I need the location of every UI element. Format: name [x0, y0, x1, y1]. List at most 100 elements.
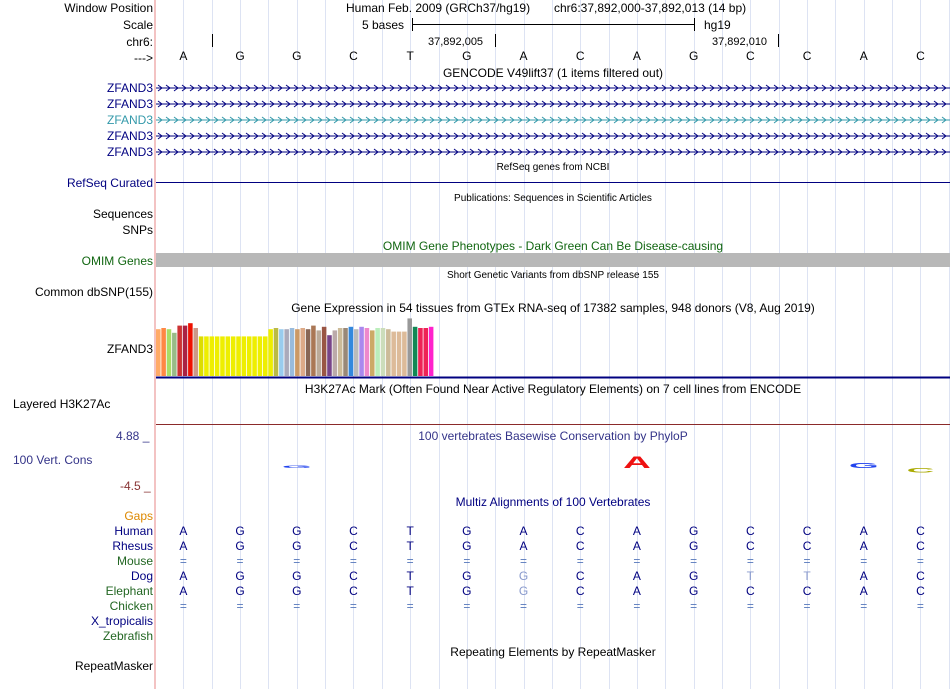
- gtex-tissue-bar[interactable]: [380, 328, 386, 376]
- gtex-tissue-bar[interactable]: [198, 336, 204, 376]
- gtex-tissue-bar[interactable]: [396, 331, 402, 376]
- omim-label[interactable]: OMIM Genes: [81, 254, 153, 268]
- publications-sequences-label[interactable]: Sequences: [92, 207, 153, 221]
- gtex-tissue-bar[interactable]: [289, 328, 295, 376]
- omim-phenotype-bar[interactable]: [156, 253, 950, 267]
- gtex-tissue-bar[interactable]: [252, 336, 257, 376]
- gtex-tissue-bar[interactable]: [284, 329, 289, 376]
- species-label[interactable]: Dog: [130, 569, 153, 583]
- gtex-tissue-bar[interactable]: [370, 330, 375, 376]
- gtex-tissue-bar[interactable]: [236, 336, 241, 376]
- gencode-transcript[interactable]: [156, 82, 950, 94]
- gtex-tissue-bar[interactable]: [182, 325, 188, 376]
- phylop-label[interactable]: 100 Vert. Cons: [13, 453, 93, 467]
- gtex-tissue-bar[interactable]: [348, 326, 354, 376]
- species-label[interactable]: Mouse: [116, 554, 153, 568]
- species-label[interactable]: X_tropicalis: [90, 614, 153, 628]
- position-text[interactable]: chr6:37,892,000-37,892,013 (14 bp): [554, 1, 747, 15]
- gencode-gene-label[interactable]: ZFAND3: [106, 97, 153, 111]
- gtex-tissue-bar[interactable]: [321, 326, 327, 376]
- gtex-tissue-bar[interactable]: [241, 336, 247, 376]
- gencode-transcript[interactable]: [156, 98, 950, 110]
- multiz-track-title[interactable]: Multiz Alignments of 100 Vertebrates: [455, 495, 651, 509]
- gencode-gene-label[interactable]: ZFAND3: [106, 145, 153, 159]
- gtex-tissue-bar[interactable]: [295, 329, 300, 376]
- h3k27ac-track-title[interactable]: H3K27Ac Mark (Often Found Near Active Re…: [304, 382, 802, 396]
- gencode-track-title[interactable]: GENCODE V49lift37 (1 items filtered out): [442, 66, 664, 80]
- gencode-gene-label[interactable]: ZFAND3: [106, 113, 153, 127]
- gtex-tissue-bar[interactable]: [359, 326, 364, 376]
- gtex-tissue-bar[interactable]: [257, 336, 263, 376]
- gtex-tissue-bar[interactable]: [364, 328, 370, 376]
- gencode-transcript[interactable]: [156, 146, 950, 158]
- gtex-tissue-bar[interactable]: [428, 326, 434, 376]
- dbsnp-label[interactable]: Common dbSNP(155): [34, 285, 153, 299]
- strand-arrow: [749, 148, 755, 156]
- strand-arrow: [277, 84, 283, 92]
- gtex-tissue-bar[interactable]: [177, 325, 182, 376]
- gtex-tissue-bar[interactable]: [418, 328, 423, 376]
- gtex-tissue-bar[interactable]: [246, 336, 252, 376]
- gencode-gene-label[interactable]: ZFAND3: [106, 129, 153, 143]
- publications-snps-label[interactable]: SNPs: [122, 223, 153, 237]
- gtex-tissue-bar[interactable]: [193, 328, 198, 376]
- dbsnp-track-title[interactable]: Short Genetic Variants from dbSNP releas…: [447, 270, 659, 281]
- gencode-transcript[interactable]: [156, 130, 950, 142]
- gtex-tissue-bar[interactable]: [188, 323, 193, 376]
- species-label[interactable]: Rhesus: [112, 539, 153, 553]
- gtex-tissue-bar[interactable]: [407, 318, 412, 376]
- gtex-tissue-bar[interactable]: [220, 336, 225, 376]
- repeatmasker-track-title[interactable]: Repeating Elements by RepeatMasker: [450, 645, 656, 659]
- gtex-tissue-bar[interactable]: [316, 330, 322, 376]
- gtex-tissue-bar[interactable]: [412, 326, 418, 376]
- refseq-label[interactable]: RefSeq Curated: [66, 176, 153, 190]
- gtex-tissue-bar[interactable]: [166, 329, 172, 376]
- gtex-tissue-bar[interactable]: [391, 331, 396, 376]
- strand-arrow: [413, 100, 419, 108]
- gaps-label[interactable]: Gaps: [124, 509, 153, 523]
- gtex-tissue-bar[interactable]: [225, 336, 231, 376]
- species-label[interactable]: Chicken: [109, 599, 153, 613]
- repeatmasker-label[interactable]: RepeatMasker: [74, 659, 153, 673]
- gtex-expression-chart[interactable]: [156, 316, 950, 380]
- gtex-tissue-bar[interactable]: [230, 336, 236, 376]
- gtex-tissue-bar[interactable]: [273, 328, 279, 376]
- gtex-tissue-bar[interactable]: [156, 329, 161, 376]
- species-label[interactable]: Human: [114, 524, 153, 538]
- gtex-tissue-bar[interactable]: [423, 328, 429, 376]
- gtex-tissue-bar[interactable]: [172, 332, 177, 376]
- species-label[interactable]: Zebrafish: [102, 629, 153, 643]
- phylop-track-title[interactable]: 100 vertebrates Basewise Conservation by…: [418, 429, 688, 443]
- gtex-track-title[interactable]: Gene Expression in 54 tissues from GTEx …: [291, 301, 815, 315]
- publications-track-title[interactable]: Publications: Sequences in Scientific Ar…: [454, 193, 652, 204]
- h3k27ac-label[interactable]: Layered H3K27Ac: [13, 397, 111, 411]
- gtex-tissue-bar[interactable]: [332, 330, 338, 376]
- gtex-tissue-bar[interactable]: [209, 336, 215, 376]
- refseq-gene-line[interactable]: [156, 182, 950, 183]
- gtex-tissue-bar[interactable]: [386, 329, 391, 376]
- gtex-tissue-bar[interactable]: [353, 329, 359, 376]
- gtex-tissue-bar[interactable]: [402, 331, 407, 376]
- gtex-label[interactable]: ZFAND3: [106, 342, 153, 356]
- gtex-tissue-bar[interactable]: [311, 325, 316, 376]
- gencode-gene-label[interactable]: ZFAND3: [106, 81, 153, 95]
- gtex-tissue-bar[interactable]: [375, 328, 380, 376]
- gtex-tissue-bar[interactable]: [161, 328, 166, 376]
- gtex-tissue-bar[interactable]: [204, 336, 209, 376]
- h3k27ac-signal-line[interactable]: [156, 424, 950, 425]
- phylop-conservation-logo[interactable]: G A GC: [156, 440, 950, 485]
- gtex-tissue-bar[interactable]: [263, 336, 268, 376]
- gtex-tissue-bar[interactable]: [327, 335, 332, 376]
- omim-track-title[interactable]: OMIM Gene Phenotypes - Dark Green Can Be…: [382, 239, 724, 253]
- gtex-tissue-bar[interactable]: [305, 329, 311, 376]
- species-label[interactable]: Elephant: [105, 584, 153, 598]
- gtex-tissue-bar[interactable]: [300, 328, 305, 376]
- gencode-transcript[interactable]: [156, 114, 950, 126]
- strand-arrow: [285, 100, 291, 108]
- gtex-tissue-bar[interactable]: [268, 329, 273, 376]
- gtex-tissue-bar[interactable]: [337, 328, 343, 376]
- refseq-track-title[interactable]: RefSeq genes from NCBI: [496, 162, 610, 173]
- gtex-tissue-bar[interactable]: [279, 329, 284, 376]
- gtex-tissue-bar[interactable]: [214, 336, 220, 376]
- gtex-tissue-bar[interactable]: [343, 328, 348, 376]
